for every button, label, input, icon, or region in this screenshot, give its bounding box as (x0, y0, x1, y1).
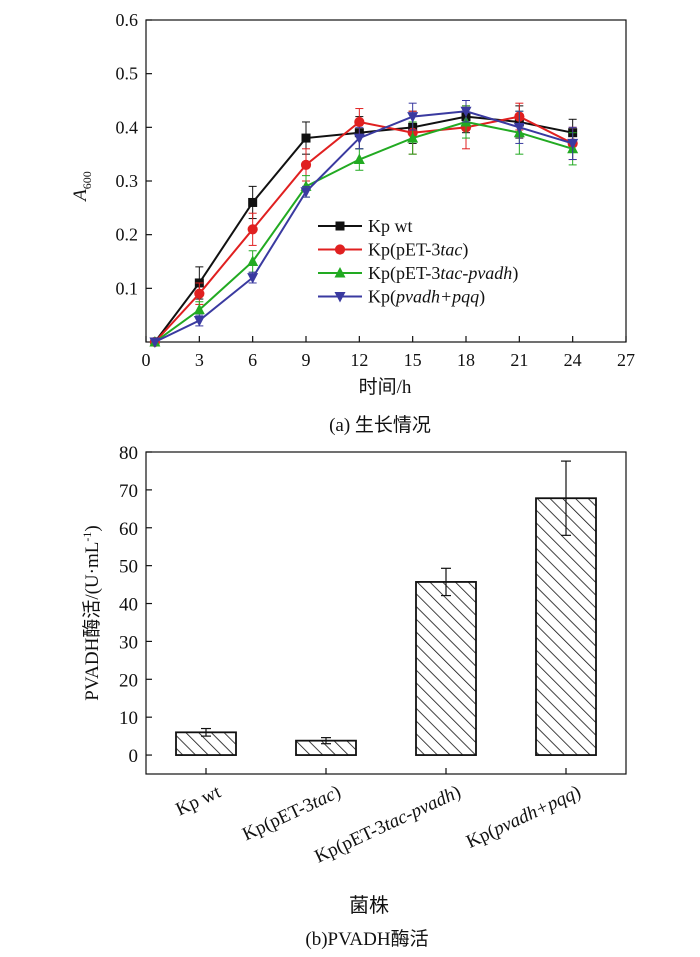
activity-caption: (b)PVADH酶活 (305, 928, 428, 950)
legend-marker (334, 292, 346, 303)
y-tick-label: 30 (119, 632, 138, 653)
growth-series-4 (149, 100, 579, 348)
legend-label: Kp(pvadh+pqq) (368, 287, 485, 308)
activity-ylabel: PVADH酶活/(U·mL-1) (80, 525, 103, 700)
data-point (300, 187, 312, 198)
category-label-part: tac-pvadh (381, 784, 459, 835)
x-tick-label: 21 (510, 350, 528, 370)
legend-label-part: ) (479, 287, 485, 308)
legend-label-part: pvadh+pqq (394, 287, 479, 307)
legend-label-part: Kp( (368, 287, 396, 308)
series-line (154, 120, 573, 343)
x-tick-label: 27 (617, 350, 635, 370)
enzyme-activity-chart: 80 70 60 50 40 30 20 10 0 Kp wt Kp(pET-3tac)Kp(pE… (80, 443, 627, 950)
x-tick-label: 6 (248, 350, 257, 370)
legend-label-part: Kp wt (368, 216, 413, 236)
y-tick-label: 40 (119, 595, 138, 616)
x-tick-label: 18 (457, 350, 475, 370)
series-line (154, 115, 573, 343)
category-label-part: Kp(pET-3 (239, 794, 317, 845)
category-label-part: Kp wt (173, 781, 225, 820)
y-tick-label: 0.6 (116, 10, 139, 30)
x-tick-label: 15 (404, 350, 422, 370)
data-point (567, 138, 579, 150)
x-tick-label: 24 (564, 350, 582, 370)
data-point (353, 133, 365, 145)
legend-label-part: tac-pvadh (440, 263, 512, 283)
data-point (354, 116, 365, 128)
data-point (301, 133, 311, 143)
category-label: Kp wt (173, 781, 225, 820)
data-point (300, 159, 312, 170)
x-tick-label: 0 (142, 350, 151, 370)
legend-label: Kp(pET-3tac-pvadh) (368, 263, 518, 284)
y-tick-label: 0.1 (116, 278, 139, 298)
category-label: Kp(pvadh+pqq) (463, 781, 584, 852)
legend-label-part: Kp(pET-3 (368, 263, 440, 284)
y-tick-label: 70 (119, 481, 138, 502)
y-tick-label: 60 (119, 519, 138, 540)
legend-label-part: Kp(pET-3 (368, 240, 440, 261)
growth-legend: Kp wtKp(pET-3tac)Kp(pET-3tac-pvadh)Kp(pv… (318, 216, 518, 308)
data-point (353, 153, 365, 165)
data-point (513, 122, 525, 134)
growth-series-3 (149, 105, 579, 347)
data-point (149, 337, 161, 348)
data-point (194, 288, 205, 299)
bar (535, 497, 597, 756)
data-point (248, 197, 258, 207)
legend-marker (334, 267, 346, 278)
growth-caption: (a) 生长情况 (329, 414, 431, 436)
legend-label: Kp wt (368, 216, 413, 236)
category-label: Kp(pET-3tac) (239, 781, 344, 845)
legend-label: Kp(pET-3tac) (368, 240, 468, 261)
y-tick-label: 20 (119, 670, 138, 691)
legend-label-part: tac (440, 240, 462, 260)
growth-chart: 0 3 6 9 12 15 18 21 24 27 0.6 0.5 0.4 0.3 0.2 0.1 Kp wt… (70, 10, 635, 436)
y-tick-label: 10 (119, 708, 138, 729)
x-tick-label: 9 (302, 350, 311, 370)
y-tick-label: 0.2 (116, 225, 139, 245)
legend-label-part: ) (462, 240, 468, 261)
series-line (154, 110, 573, 343)
data-point (407, 112, 419, 123)
data-point (193, 303, 205, 315)
data-point (247, 224, 258, 235)
y-tick-label: 0 (129, 746, 139, 767)
growth-xlabel: 时间/h (359, 376, 412, 398)
legend-marker (335, 221, 345, 231)
data-point (193, 316, 205, 327)
legend-marker (334, 244, 346, 255)
category-label-part: Kp(pET-3 (311, 816, 389, 867)
category-label-part: pvadh+pqq (488, 784, 579, 841)
data-point (247, 255, 259, 266)
y-tick-label: 50 (119, 557, 138, 578)
x-tick-label: 12 (350, 350, 368, 370)
data-point (247, 273, 259, 284)
data-point (407, 132, 419, 143)
x-tick-label: 3 (195, 350, 204, 370)
activity-xlabel: 菌株 (349, 894, 389, 917)
growth-series-2 (149, 102, 578, 348)
data-point (460, 106, 472, 118)
y-tick-label: 0.3 (116, 171, 139, 191)
y-tick-label: 0.5 (116, 64, 139, 84)
bar (415, 581, 477, 756)
y-tick-label: 80 (119, 443, 138, 464)
series-line (154, 115, 574, 343)
activity-plot-frame (145, 451, 627, 775)
legend-label-part: ) (512, 263, 518, 284)
growth-ylabel: A600 (70, 171, 94, 203)
y-tick-label: 0.4 (116, 117, 139, 137)
